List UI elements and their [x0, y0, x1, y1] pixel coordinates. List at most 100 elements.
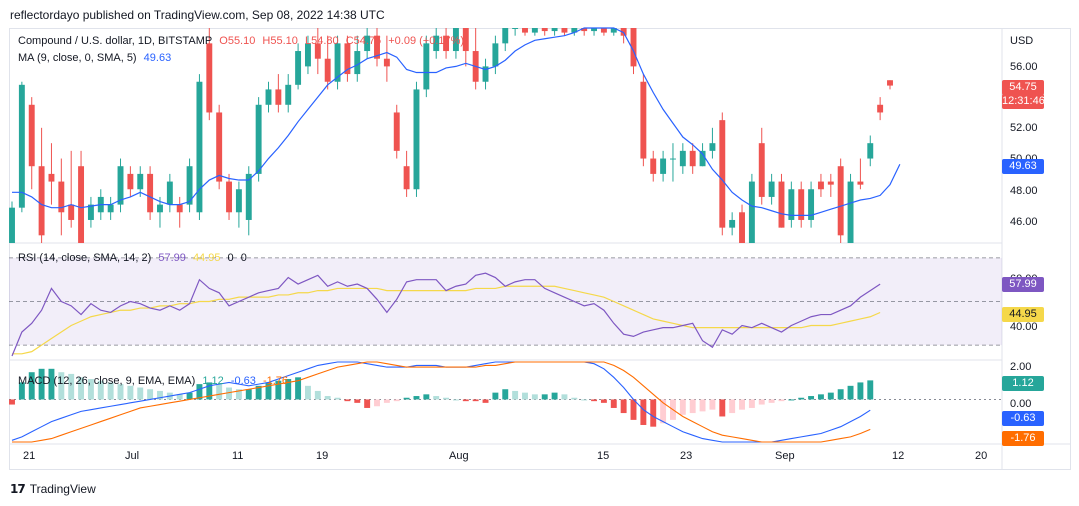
candle-body: [670, 158, 676, 160]
price-tick: 56.00: [1010, 61, 1038, 73]
symbol-label[interactable]: Compound / U.S. dollar, 1D, BITSTAMP: [18, 35, 213, 47]
candle-body: [433, 35, 440, 52]
candle-body: [393, 112, 400, 151]
rsi-legend: RSI (14, close, SMA, 14, 2) 57.99 44.95 …: [18, 252, 251, 264]
candle-body: [719, 120, 726, 228]
macd-hist-bar: [808, 396, 815, 400]
ma-label[interactable]: MA (9, close, 0, SMA, 5): [18, 52, 137, 64]
candle-body: [887, 80, 893, 86]
candle-body: [354, 51, 361, 75]
candle-body: [265, 89, 272, 105]
candle-body: [620, 28, 627, 36]
macd-hist-badge: 1.12: [1002, 376, 1044, 391]
candle-body: [255, 104, 262, 174]
macd-hist-bar: [482, 399, 489, 403]
macd-hist-bar: [374, 399, 380, 407]
time-tick: Aug: [449, 450, 469, 462]
candle-body: [551, 28, 558, 32]
time-tick: 19: [316, 450, 329, 462]
time-tick: 20: [975, 450, 988, 462]
last-price-badge: 54.75: [1002, 80, 1044, 95]
macd-hist-bar: [295, 377, 302, 400]
candle-body: [48, 173, 55, 182]
ohlc-high: H55.10: [262, 35, 298, 47]
rsi-label[interactable]: RSI (14, close, SMA, 14, 2): [18, 252, 152, 264]
candle-body: [699, 150, 706, 167]
candle-body: [600, 28, 607, 33]
publish-text: reflectordayo published on TradingView.c…: [10, 8, 385, 22]
candle-body: [768, 181, 775, 197]
macd-tick: 0.00: [1010, 398, 1032, 410]
rsi-sma-value: 44.95: [192, 252, 221, 264]
currency-label[interactable]: USD: [1010, 35, 1034, 47]
candle-body: [837, 166, 844, 236]
macd-signal-value: -1.76: [262, 375, 289, 387]
macd-hist-bar: [354, 399, 361, 403]
rsi-zero-2: 0: [240, 252, 247, 264]
macd-hist-bar: [492, 392, 499, 400]
macd-line-badge: -0.63: [1002, 411, 1044, 426]
macd-hist-bar: [68, 373, 75, 400]
macd-hist-bar: [679, 399, 686, 415]
candle-body: [423, 43, 430, 90]
rsi-zero-1: 0: [227, 252, 234, 264]
candle-body: [147, 173, 154, 213]
macd-hist-bar: [798, 397, 805, 400]
candle-body: [107, 204, 114, 213]
chart-frame[interactable]: [9, 28, 1071, 470]
time-tick: 11: [232, 450, 244, 462]
candle-body: [235, 189, 242, 213]
macd-hist-value: 1.12: [202, 375, 224, 387]
rsi-value: 57.99: [158, 252, 186, 264]
macd-hist-bar: [255, 385, 262, 400]
candle-body: [452, 28, 459, 52]
macd-hist-bar: [423, 394, 430, 400]
macd-hist-bar: [314, 390, 321, 400]
candle-body: [374, 35, 380, 59]
time-tick: 12: [892, 450, 905, 462]
macd-hist-bar: [462, 399, 469, 402]
macd-hist-bar: [344, 399, 351, 402]
candle-body: [117, 166, 124, 205]
macd-hist-bar: [699, 399, 706, 412]
macd-hist-bar: [265, 382, 272, 400]
macd-hist-bar: [827, 392, 834, 400]
footer-brand[interactable]: TradingView: [29, 482, 96, 496]
macd-hist-bar: [137, 387, 144, 400]
macd-hist-bar: [620, 399, 627, 414]
candle-body: [304, 43, 311, 67]
macd-hist-bar: [709, 399, 716, 410]
time-tick: Sep: [775, 450, 795, 462]
candle-body: [561, 28, 568, 33]
macd-hist-bar: [531, 394, 538, 400]
tradingview-logo-icon[interactable]: 𝟭𝟳: [10, 482, 26, 496]
candle-body: [847, 181, 854, 243]
candle-body: [660, 158, 667, 174]
candle-body: [748, 181, 755, 243]
macd-hist-bar: [443, 397, 450, 400]
macd-hist-bar: [729, 399, 736, 414]
candle-body: [9, 207, 15, 243]
macd-tick: 2.00: [1010, 361, 1032, 373]
macd-hist-bar: [245, 389, 252, 400]
macd-line: [11, 361, 871, 443]
macd-hist-bar: [403, 397, 410, 400]
candle-body: [729, 219, 736, 228]
macd-hist-bar: [206, 382, 213, 400]
macd-label[interactable]: MACD (12, 26, close, 9, EMA, EMA): [18, 375, 196, 387]
macd-hist-bar: [176, 394, 183, 400]
candle-body: [650, 158, 657, 174]
price-tick: 52.00: [1010, 122, 1038, 134]
time-tick: Jul: [125, 450, 140, 462]
candle-body: [443, 35, 450, 52]
candle-body: [334, 43, 341, 82]
macd-hist-bar: [186, 392, 193, 400]
candle-body: [709, 143, 716, 151]
macd-hist-bar: [334, 397, 341, 400]
price-tick: 48.00: [1010, 185, 1038, 197]
price-tick: 46.00: [1010, 216, 1038, 228]
candle-body: [127, 173, 134, 190]
candle-body: [186, 166, 193, 205]
footer: 𝟭𝟳 TradingView: [10, 482, 96, 496]
